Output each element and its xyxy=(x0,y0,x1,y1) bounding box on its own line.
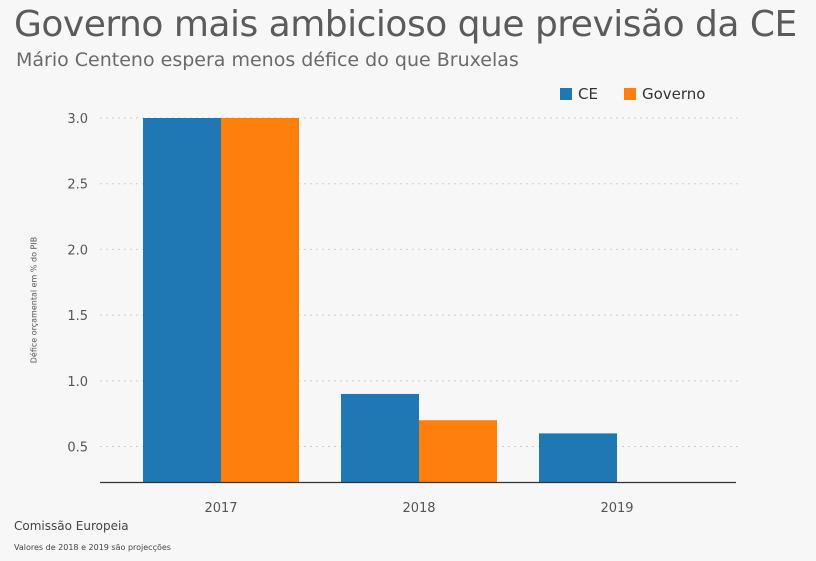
legend-swatch-ce xyxy=(560,88,572,100)
y-axis-ticks: 0.5 1.0 1.5 2.0 2.5 3.0 xyxy=(67,112,88,456)
note-text: Valores de 2018 e 2019 são projecções xyxy=(14,543,171,552)
x-tick-label: 2018 xyxy=(402,501,435,516)
y-tick-label: 0.5 xyxy=(67,441,88,456)
x-tick-label: 2017 xyxy=(204,501,237,516)
bars xyxy=(143,118,617,482)
legend: CE Governo xyxy=(560,85,705,103)
x-tick-label: 2019 xyxy=(600,501,633,516)
chart-subtitle: Mário Centeno espera menos défice do que… xyxy=(16,49,519,71)
y-tick-label: 1.5 xyxy=(67,309,88,324)
legend-item-governo: Governo xyxy=(623,85,706,103)
legend-swatch-governo xyxy=(623,88,636,100)
bar-ce-2019 xyxy=(539,433,617,482)
bar-governo-2018 xyxy=(419,420,497,482)
y-tick-label: 3.0 xyxy=(67,112,88,127)
source-text: Comissão Europeia xyxy=(14,519,129,533)
y-tick-label: 2.0 xyxy=(67,243,88,258)
bar-governo-2017 xyxy=(221,118,299,482)
x-axis-ticks: 2017 2018 2019 xyxy=(204,501,633,516)
bar-ce-2018 xyxy=(341,393,419,482)
legend-label-governo: Governo xyxy=(641,85,706,103)
bar-ce-2017 xyxy=(143,118,221,482)
legend-label-ce: CE xyxy=(578,85,598,103)
y-tick-label: 2.5 xyxy=(67,178,88,193)
y-tick-label: 1.0 xyxy=(67,375,88,390)
chart-title: Governo mais ambicioso que previsão da C… xyxy=(14,4,797,45)
legend-item-ce: CE xyxy=(560,85,598,103)
